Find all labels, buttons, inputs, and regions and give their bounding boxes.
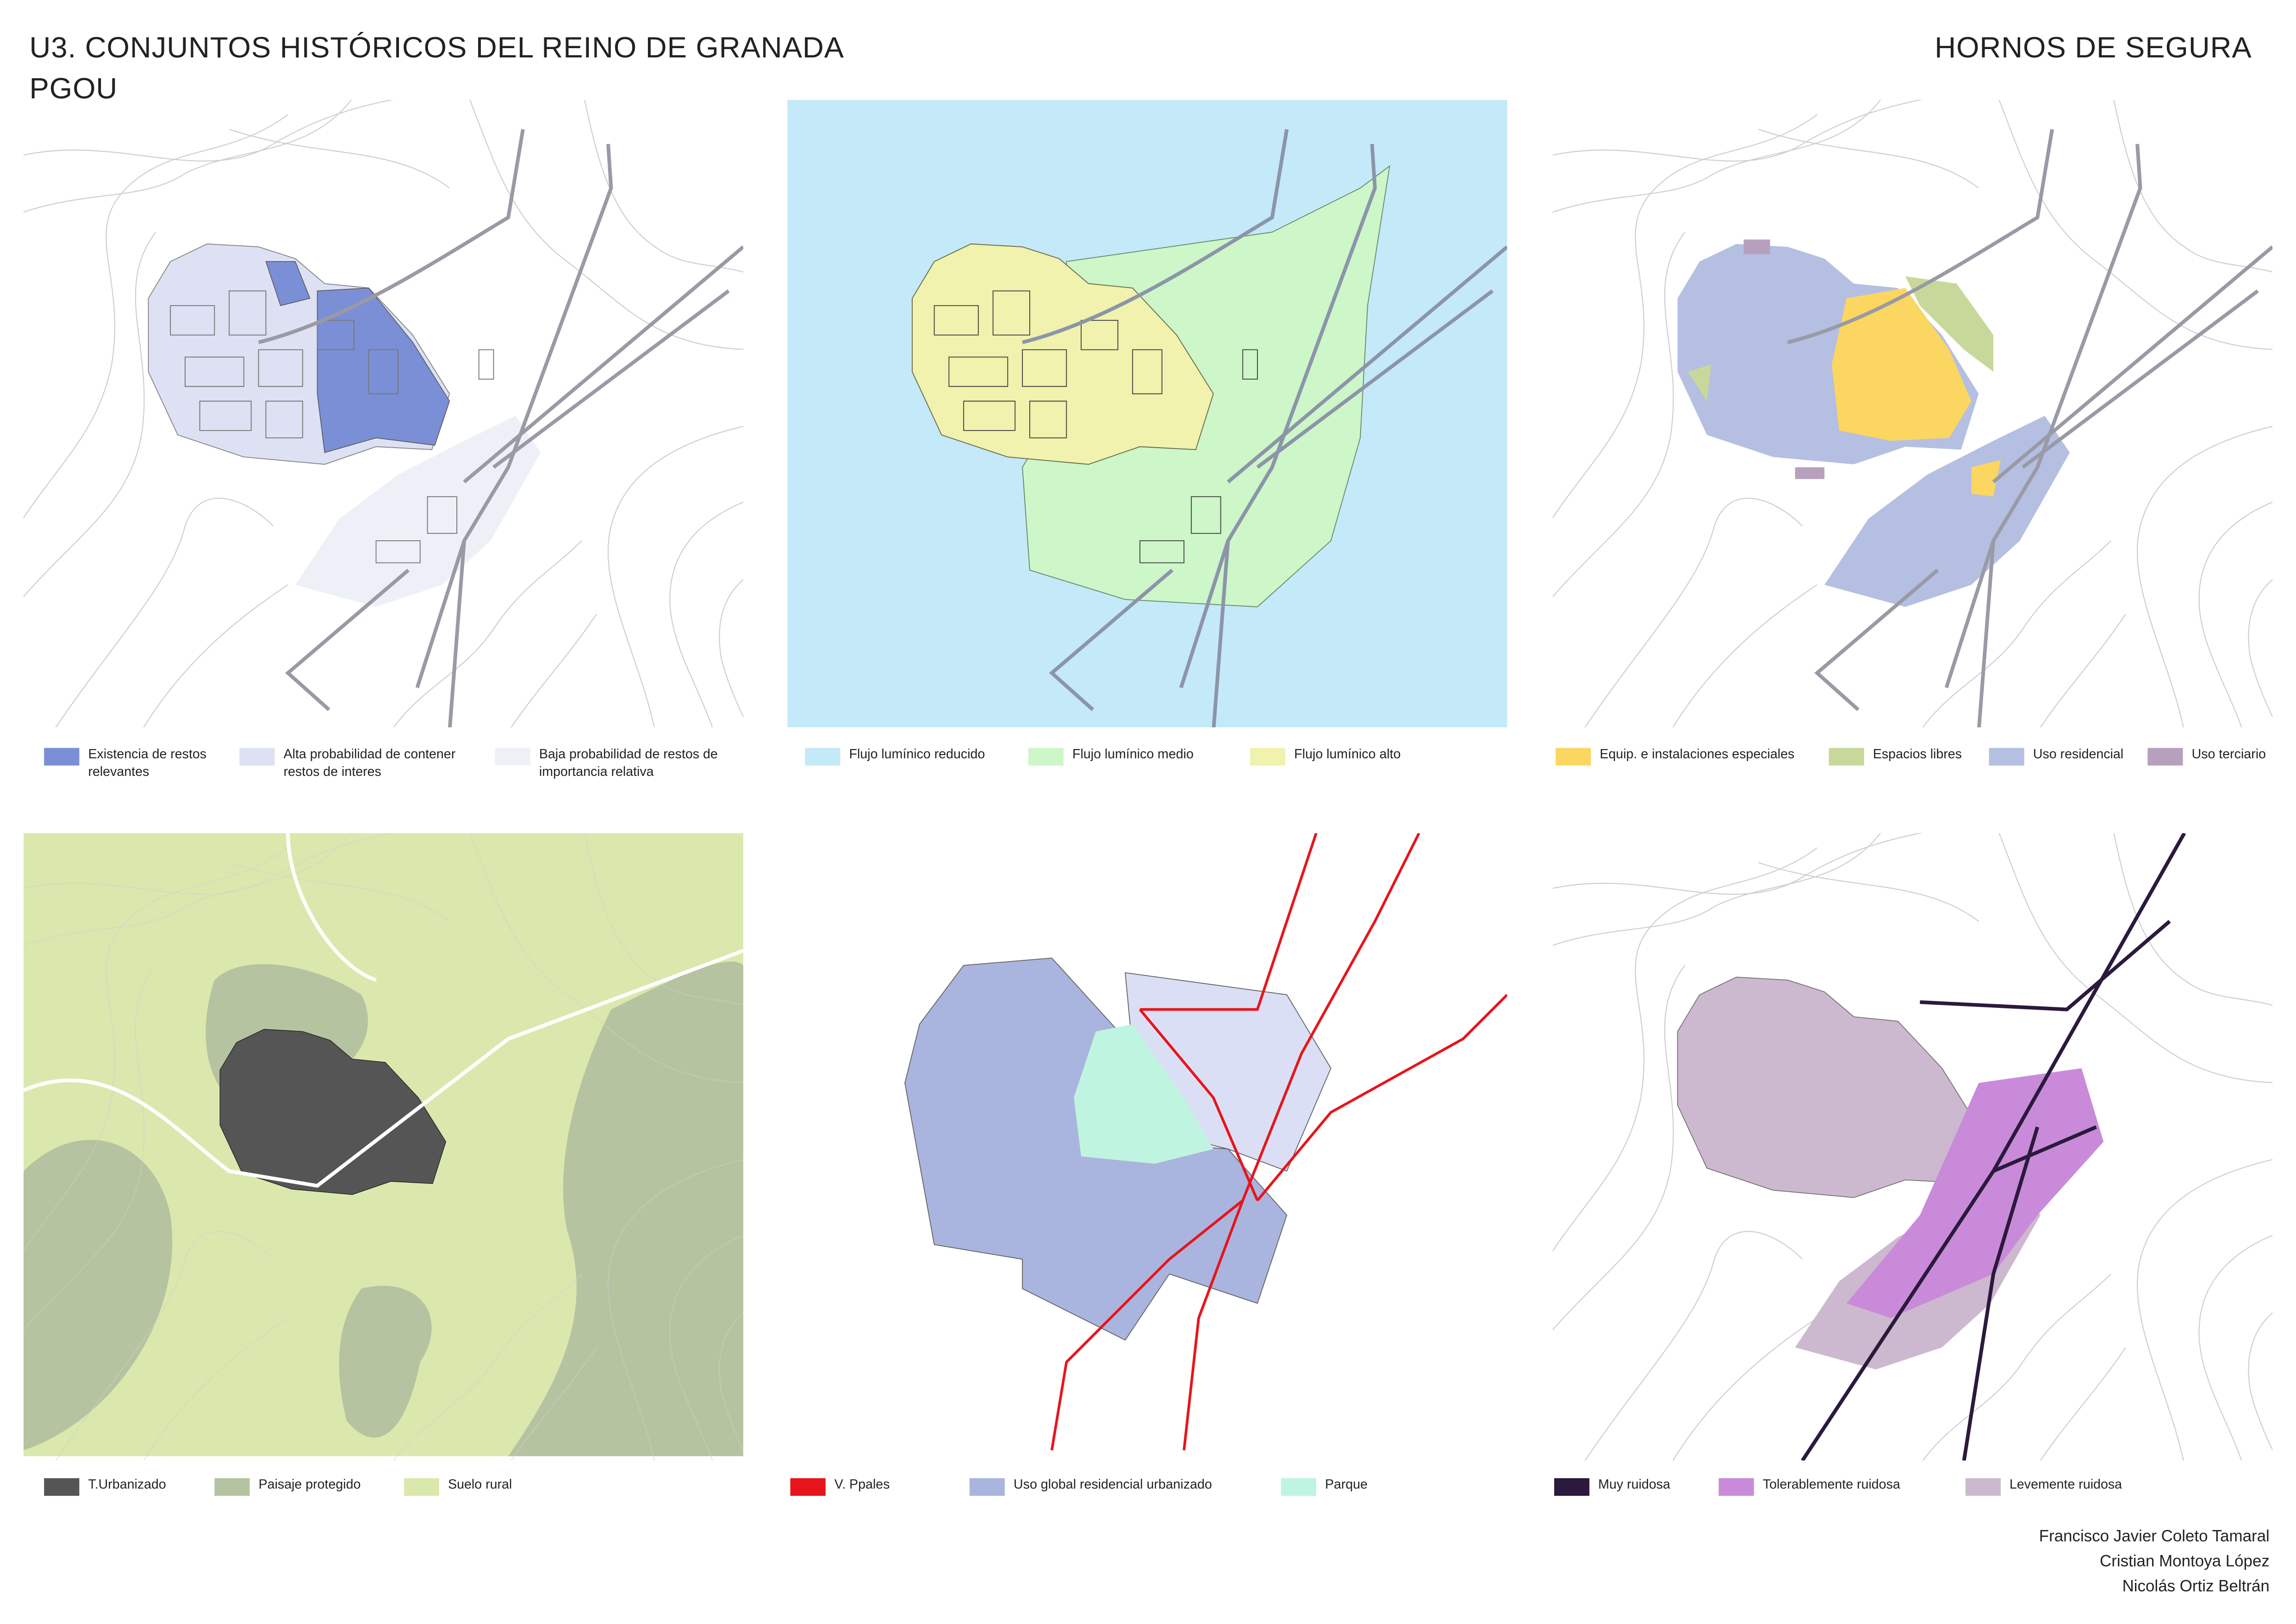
legend-label: Existencia de restos relevantes [88,746,207,779]
legend-swatch [1718,1478,1754,1496]
legend-label: Uso terciario [2191,746,2266,762]
map-structure [904,833,1507,1451]
legend-swatch [214,1478,250,1496]
legend-label: T.Urbanizado [88,1476,166,1492]
legend-label: Tolerablemente ruidosa [1762,1476,1900,1492]
legend-label: Flujo lumínico alto [1294,746,1401,762]
legend-label: Alta probabilidad de contener restos de … [283,746,456,779]
legend-swatch [1281,1478,1316,1496]
legend-label: Uso residencial [2033,746,2124,762]
map-light [787,100,1507,728]
map-noise [1553,833,2272,1461]
legend-label: Levemente ruidosa [2010,1476,2122,1492]
legend-label: Muy ruidosa [1598,1476,1670,1492]
legend-label: Uso global residencial urbanizado [1014,1476,1212,1492]
legend-label: Espacios libres [1873,746,1962,762]
author: Francisco Javier Coleto Tamaral [2039,1528,2270,1546]
legend-swatch [44,1478,80,1496]
place: HORNOS DE SEGURA [1935,32,2252,65]
legend-label: Suelo rural [448,1476,512,1492]
legend-swatch [239,748,275,766]
legend-label: Paisaje protegido [258,1476,361,1492]
legend-label: V. Ppales [834,1476,890,1492]
legend-swatch [790,1478,826,1496]
author: Nicolás Ortiz Beltrán [2122,1578,2270,1596]
legend-swatch [805,748,840,766]
legend-swatch [1829,748,1864,766]
title: U3. CONJUNTOS HISTÓRICOS DEL REINO DE GR… [29,32,845,65]
legend-swatch [969,1478,1005,1496]
map-land [23,833,744,1461]
map-archaeology [24,100,743,727]
legend-label: Flujo lumínico reducido [849,746,985,762]
legend-swatch [1554,1478,1590,1496]
legend-label: Baja probabilidad de restos de importanc… [539,746,718,779]
legend-swatch [495,748,530,766]
subtitle: PGOU [29,73,118,106]
legend-swatch [1028,748,1064,766]
legend-swatch [44,748,80,766]
legend-label: Parque [1325,1476,1368,1492]
author: Cristian Montoya López [2100,1553,2270,1571]
legend-swatch [1989,748,2024,766]
legend-swatch [1250,748,1286,766]
legend-label: Flujo lumínico medio [1072,746,1194,762]
legend-swatch [404,1478,440,1496]
map-uses [1553,100,2272,727]
legend-label: Equip. e instalaciones especiales [1599,746,1795,762]
legend-swatch [1556,748,1591,766]
legend-swatch [1965,1478,2001,1496]
legend-swatch [2147,748,2183,766]
